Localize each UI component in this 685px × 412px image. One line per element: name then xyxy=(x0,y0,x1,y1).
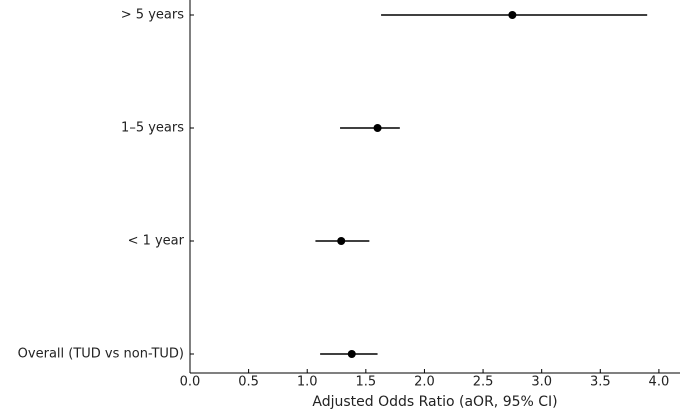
x-tick-label: 3.5 xyxy=(590,375,611,390)
x-tick-label: 4.0 xyxy=(649,375,670,390)
x-tick-label: 2.5 xyxy=(473,375,494,390)
y-tick-label: < 1 year xyxy=(128,234,185,249)
estimate-point xyxy=(373,124,382,132)
y-tick-label: > 5 years xyxy=(121,8,184,23)
estimate-point xyxy=(337,237,346,245)
x-axis-label: Adjusted Odds Ratio (aOR, 95% CI) xyxy=(312,394,557,410)
y-tick-label: Overall (TUD vs non-TUD) xyxy=(18,347,184,362)
x-tick-label: 3.0 xyxy=(531,375,552,390)
x-tick-label: 0.0 xyxy=(180,375,201,390)
x-tick-label: 0.5 xyxy=(238,375,259,390)
estimate-point xyxy=(347,350,356,358)
x-tick-label: 1.0 xyxy=(297,375,318,390)
x-tick-label: 1.5 xyxy=(355,375,376,390)
y-tick-label: 1–5 years xyxy=(121,121,184,136)
x-tick-label: 2.0 xyxy=(414,375,435,390)
estimate-point xyxy=(508,11,517,19)
